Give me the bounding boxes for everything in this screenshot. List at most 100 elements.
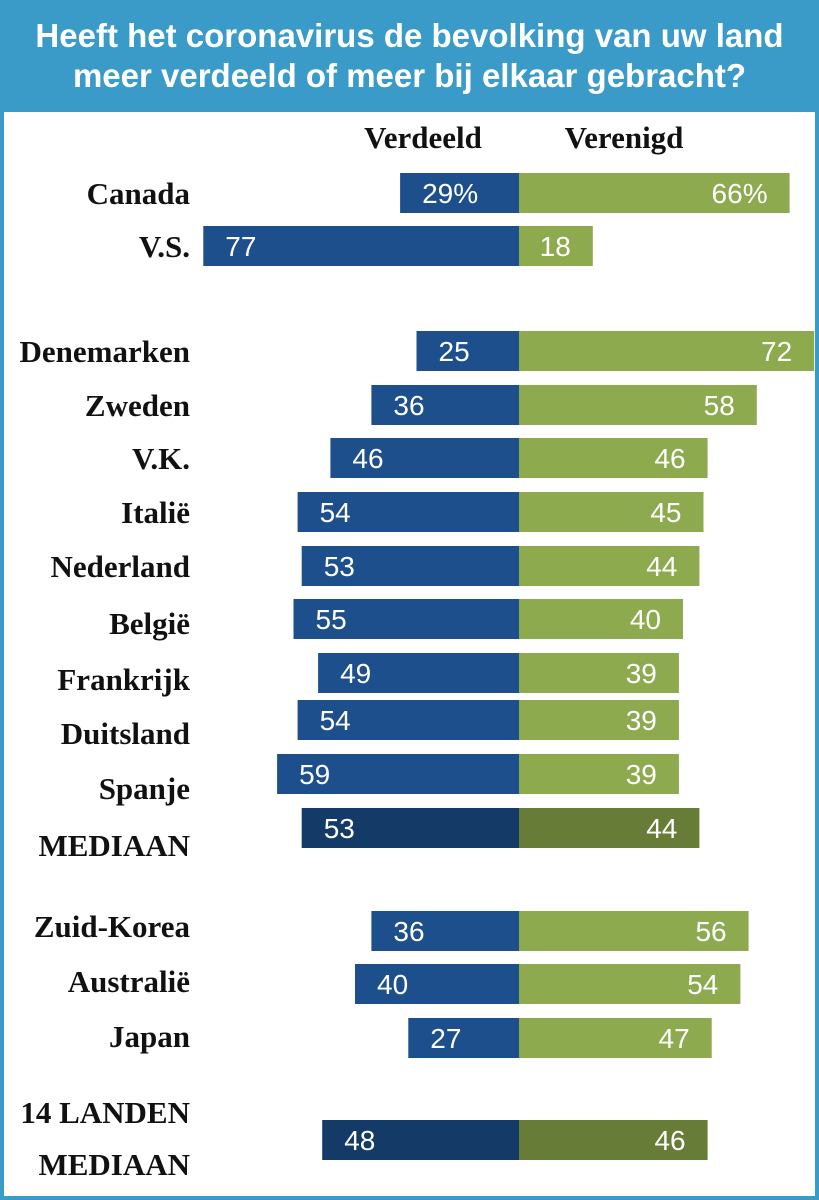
chart-row-14-landen-mediaan: 14 LANDEN MEDIAAN 48 46: [20, 1095, 708, 1182]
row-label-italie: Italië: [121, 495, 190, 530]
row-label-duitsland: Duitsland: [61, 716, 190, 751]
value-label-united-v-k: 46: [654, 443, 685, 474]
bar-united-v-k: [519, 438, 708, 478]
chart-row-canada: Canada 29% 66%: [87, 173, 790, 213]
value-label-united-mediaan: 44: [646, 813, 677, 844]
bar-united-duitsland: [519, 700, 679, 740]
bar-divided-14-landen-mediaan: [322, 1120, 519, 1160]
chart-row-duitsland: Duitsland 54 39: [61, 700, 679, 751]
bar-united-14-landen-mediaan: [519, 1120, 708, 1160]
bar-united-nederland: [519, 546, 700, 586]
chart-row-denemarken: Denemarken 25 72: [20, 331, 815, 371]
row-label-mediaan: MEDIAAN: [38, 828, 190, 863]
value-label-united-spanje: 39: [626, 759, 657, 790]
row-label-zweden: Zweden: [85, 388, 190, 423]
value-label-united-italie: 45: [650, 497, 681, 528]
bar-divided-v-k: [330, 438, 519, 478]
bar-united-spanje: [519, 754, 679, 794]
value-label-divided-italie: 54: [320, 497, 351, 528]
bar-united-japan: [519, 1018, 712, 1058]
chart-row-zweden: Zweden 36 58: [85, 385, 757, 425]
chart-row-mediaan: MEDIAAN 53 44: [38, 808, 700, 863]
chart-row-japan: Japan 27 47: [109, 1018, 712, 1058]
value-label-united-14-landen-mediaan: 46: [654, 1125, 685, 1156]
bar-united-mediaan: [519, 808, 700, 848]
chart-row-v-s: V.S. 77 18: [139, 226, 593, 266]
row-label-v-s: V.S.: [139, 229, 190, 264]
bar-divided-japan: [408, 1018, 519, 1058]
chart-row-spanje: Spanje 59 39: [99, 754, 679, 806]
chart-row-zuid-korea: Zuid-Korea 36 56: [34, 909, 749, 951]
bar-divided-canada: [400, 173, 519, 213]
row-label-zuid-korea: Zuid-Korea: [34, 909, 191, 944]
row-label-spanje: Spanje: [99, 771, 190, 806]
bar-united-v-s: [519, 226, 593, 266]
value-label-divided-australie: 40: [377, 969, 408, 1000]
value-label-divided-duitsland: 54: [320, 705, 351, 736]
chart-row-italie: Italië 54 45: [121, 492, 704, 532]
chart-row-frankrijk: Frankrijk 49 39: [57, 653, 679, 697]
value-label-divided-v-k: 46: [352, 443, 383, 474]
chart-row-belgie: België 55 40: [109, 599, 683, 641]
bar-divided-belgie: [293, 599, 519, 639]
bar-united-italie: [519, 492, 704, 532]
bar-divided-nederland: [301, 546, 519, 586]
row-label-canada: Canada: [87, 176, 191, 211]
row-label-australie: Australië: [68, 964, 190, 999]
value-label-united-belgie: 40: [630, 604, 661, 635]
bar-divided-duitsland: [297, 700, 519, 740]
value-label-divided-nederland: 53: [324, 551, 355, 582]
bar-divided-v-s: [203, 226, 520, 266]
chart-title-line-2: meer verdeeld of meer bij elkaar gebrach…: [72, 57, 747, 94]
row-label-14-landen-mediaan-line-1: 14 LANDEN: [20, 1095, 190, 1130]
value-label-united-zweden: 58: [704, 390, 735, 421]
bar-united-canada: [519, 173, 790, 213]
value-label-divided-canada: 29%: [422, 178, 478, 209]
value-label-united-denemarken: 72: [761, 336, 792, 367]
value-label-united-duitsland: 39: [626, 705, 657, 736]
row-label-14-landen-mediaan-line-2: MEDIAAN: [38, 1147, 190, 1182]
bar-united-zuid-korea: [519, 911, 749, 951]
bar-united-australie: [519, 964, 741, 1004]
bar-divided-spanje: [277, 754, 519, 794]
chart-row-australie: Australië 40 54: [68, 964, 741, 1004]
row-label-frankrijk: Frankrijk: [57, 662, 190, 697]
bar-divided-zuid-korea: [371, 911, 519, 951]
value-label-divided-mediaan: 53: [324, 813, 355, 844]
bar-divided-zweden: [371, 385, 519, 425]
value-label-divided-spanje: 59: [299, 759, 330, 790]
value-label-united-v-s: 18: [540, 231, 571, 262]
row-label-nederland: Nederland: [51, 549, 191, 584]
legend-label-united: Verenigd: [565, 120, 684, 155]
value-label-divided-japan: 27: [430, 1023, 461, 1054]
value-label-united-frankrijk: 39: [626, 658, 657, 689]
row-label-v-k: V.K.: [132, 441, 190, 476]
chart-row-v-k: V.K. 46 46: [132, 438, 708, 478]
bar-united-zweden: [519, 385, 757, 425]
bar-divided-frankrijk: [318, 653, 519, 693]
value-label-united-australie: 54: [687, 969, 718, 1000]
value-label-divided-zweden: 36: [393, 390, 424, 421]
bar-divided-australie: [355, 964, 519, 1004]
value-label-united-japan: 47: [659, 1023, 690, 1054]
bar-divided-italie: [297, 492, 519, 532]
value-label-united-nederland: 44: [646, 551, 677, 582]
value-label-divided-frankrijk: 49: [340, 658, 371, 689]
value-label-united-canada: 66%: [712, 178, 768, 209]
bar-united-denemarken: [519, 331, 815, 371]
bar-divided-mediaan: [301, 808, 519, 848]
value-label-divided-denemarken: 25: [439, 336, 470, 367]
row-label-denemarken: Denemarken: [20, 334, 190, 369]
chart-header: Heeft het coronavirus de bevolking van u…: [0, 0, 819, 112]
bar-united-belgie: [519, 599, 683, 639]
chart-title-line-1: Heeft het coronavirus de bevolking van u…: [35, 17, 784, 54]
bar-united-frankrijk: [519, 653, 679, 693]
value-label-divided-v-s: 77: [225, 231, 256, 262]
chart-row-nederland: Nederland 53 44: [51, 546, 700, 586]
row-label-japan: Japan: [109, 1019, 190, 1054]
value-label-divided-belgie: 55: [316, 604, 347, 635]
legend-label-divided: Verdeeld: [364, 120, 482, 155]
value-label-divided-zuid-korea: 36: [393, 916, 424, 947]
